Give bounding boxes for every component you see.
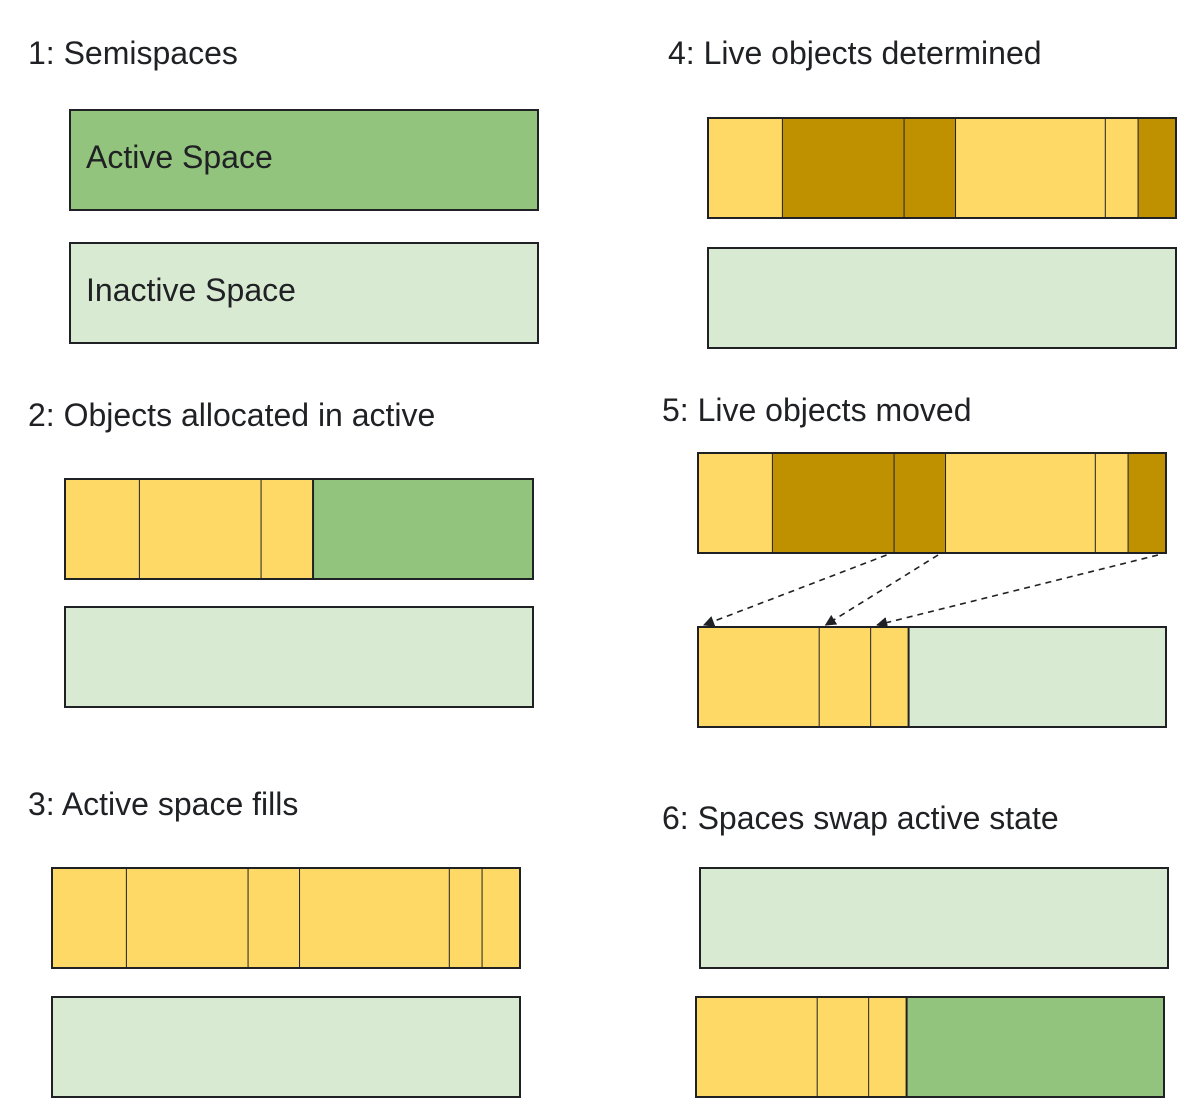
object-segment [869, 997, 907, 1097]
space-background [70, 243, 538, 343]
space-background [70, 110, 538, 210]
space-outline [699, 867, 1169, 969]
live-object-segment [1128, 453, 1166, 553]
move-arrow [876, 554, 1159, 628]
space-outline [69, 242, 539, 344]
live-object-segment [782, 118, 905, 218]
space-outline [64, 606, 534, 708]
object-segment [261, 479, 314, 579]
active-space: Active Space [69, 109, 539, 211]
move-arrow [702, 554, 887, 627]
space-outline [697, 452, 1167, 554]
space-label: Inactive Space [86, 272, 296, 308]
object-segment [696, 997, 818, 1097]
object-segment [819, 627, 872, 727]
inactive-space: Inactive Space [69, 242, 539, 344]
object-segment [126, 868, 249, 968]
space-background [65, 607, 533, 707]
step-title: 5: Live objects moved [662, 392, 972, 428]
step-panel-4: 4: Live objects determined [668, 35, 1177, 349]
space-outline [707, 247, 1177, 349]
space-outline [707, 117, 1177, 219]
space-background [708, 248, 1176, 348]
object-segment [817, 997, 870, 1097]
object-segment [708, 118, 783, 218]
object-segment [1095, 453, 1129, 553]
space-outline [64, 478, 534, 580]
inactive-space [699, 867, 1169, 969]
space-outline [51, 996, 521, 1098]
inactive-space [697, 626, 1167, 728]
space-background [700, 868, 1168, 968]
inactive-space [51, 996, 521, 1098]
active-space [64, 478, 534, 580]
active-space [51, 867, 521, 969]
step-title: 2: Objects allocated in active [28, 397, 435, 433]
step-title: 3: Active space fills [28, 786, 298, 822]
step-panel-3: 3: Active space fills [28, 786, 521, 1098]
step-title: 1: Semispaces [28, 35, 238, 71]
inactive-space [64, 606, 534, 708]
live-object-segment [894, 453, 947, 553]
active-space [697, 452, 1167, 554]
object-segment [52, 868, 127, 968]
object-segment [248, 868, 301, 968]
space-outline [51, 867, 521, 969]
space-outline [695, 996, 1165, 1098]
object-segment [482, 868, 520, 968]
object-segment [65, 479, 140, 579]
live-object-segment [772, 453, 895, 553]
step-panel-1: 1: Semispaces Active Space Inactive Space [28, 35, 539, 344]
step-title: 6: Spaces swap active state [662, 800, 1059, 836]
move-arrow [824, 554, 939, 626]
space-background [52, 997, 520, 1097]
object-segment [1105, 118, 1139, 218]
step-panel-2: 2: Objects allocated in active [28, 397, 534, 708]
live-object-segment [904, 118, 957, 218]
space-outline [69, 109, 539, 211]
space-label: Active Space [86, 139, 273, 175]
object-segment [956, 118, 1106, 218]
active-space [707, 117, 1177, 219]
active-space [695, 996, 1165, 1098]
space-outline [697, 626, 1167, 728]
step-panel-5: 5: Live objects moved [662, 392, 1167, 728]
object-segment [698, 453, 773, 553]
object-segment [871, 627, 909, 727]
step-panel-6: 6: Spaces swap active state [662, 800, 1169, 1098]
inactive-space [707, 247, 1177, 349]
live-object-segment [1138, 118, 1176, 218]
object-segment [698, 627, 820, 727]
step-title: 4: Live objects determined [668, 35, 1042, 71]
object-segment [139, 479, 262, 579]
object-segment [300, 868, 450, 968]
object-segment [946, 453, 1096, 553]
object-segment [449, 868, 483, 968]
